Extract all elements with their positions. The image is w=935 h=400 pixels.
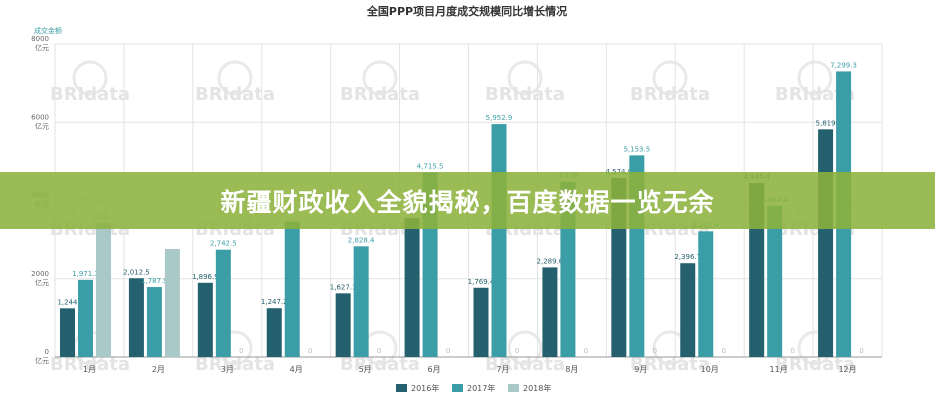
bar-2016年 xyxy=(542,267,558,357)
bar-2017年 xyxy=(767,205,783,357)
legend-label: 2018年 xyxy=(523,383,551,393)
y-tick-label: 2000 xyxy=(31,270,49,278)
x-tick-label: 1月 xyxy=(83,365,96,374)
data-label: 1,896.9 xyxy=(192,273,219,281)
x-tick-label: 5月 xyxy=(359,365,372,374)
bar-2016年 xyxy=(818,129,834,357)
bar-2018年 xyxy=(164,249,180,357)
legend-label: 2016年 xyxy=(411,383,439,393)
bar-2016年 xyxy=(60,308,75,357)
data-label: 5,819 xyxy=(816,119,836,127)
y-tick-unit: 亿元 xyxy=(35,278,49,287)
x-tick-label: 4月 xyxy=(290,365,303,374)
data-label: 0 xyxy=(515,347,519,355)
x-tick-label: 10月 xyxy=(701,365,719,374)
headline-banner: 新疆财政收入全貌揭秘，百度数据一览无余 xyxy=(0,172,935,229)
bar-2017年 xyxy=(698,231,714,357)
watermark-text: BRIdata xyxy=(775,354,855,375)
bar-2016年 xyxy=(335,293,351,357)
watermark-text: BRIdata xyxy=(630,354,710,375)
watermark-text: BRIdata xyxy=(485,84,565,105)
x-tick-label: 8月 xyxy=(565,365,578,374)
data-label: 0 xyxy=(377,347,381,355)
data-label: 5,952.9 xyxy=(486,114,513,122)
data-label: 1,769.4 xyxy=(468,278,495,286)
x-tick-label: 2月 xyxy=(152,365,165,374)
chart-title: 全国PPP项目月度成交规模同比增长情况 xyxy=(366,4,567,18)
watermark-logo xyxy=(72,60,108,96)
x-tick-label: 6月 xyxy=(427,365,440,374)
watermark-text: BRIdata xyxy=(195,84,275,105)
y-tick-label: 8000 xyxy=(31,35,49,43)
data-label: 0 xyxy=(308,347,312,355)
data-label: 0 xyxy=(584,347,588,355)
data-label: 4,715.5 xyxy=(417,163,444,171)
data-label: 1,247.2 xyxy=(261,298,288,306)
bar-2017年 xyxy=(146,287,162,357)
data-label: 1,244 xyxy=(57,298,78,306)
data-label: 2,012.5 xyxy=(123,268,150,276)
data-label: 2,742.5 xyxy=(210,240,237,248)
bar-2016年 xyxy=(266,308,282,357)
bar-2017年 xyxy=(284,221,300,357)
data-label: 0 xyxy=(859,347,863,355)
watermark-text: BRIdata xyxy=(50,354,130,375)
watermark-text: BRIdata xyxy=(50,84,130,105)
watermark-logo xyxy=(797,60,833,96)
watermark-text: BRIdata xyxy=(340,84,420,105)
watermark-logo xyxy=(507,60,543,96)
data-label: 7,299.3 xyxy=(830,61,857,69)
legend-swatch xyxy=(396,384,407,392)
x-tick-label: 7月 xyxy=(496,365,509,374)
data-label: 2,396.7 xyxy=(674,253,701,261)
watermark-logo xyxy=(217,60,253,96)
data-label: 1,971.3 xyxy=(72,270,99,278)
data-label: 0 xyxy=(653,347,657,355)
watermark-text: BRIdata xyxy=(195,354,275,375)
data-label: 0 xyxy=(790,347,794,355)
headline-text: 新疆财政收入全貌揭秘，百度数据一览无余 xyxy=(220,187,715,217)
data-label: 1,787.9 xyxy=(141,277,168,285)
data-label: 0 xyxy=(446,347,450,355)
y-tick-label: 6000 xyxy=(31,113,49,121)
data-label: 5,153.5 xyxy=(623,145,650,153)
bar-2017年 xyxy=(353,246,369,357)
legend-swatch xyxy=(508,384,519,392)
bar-2016年 xyxy=(473,287,489,357)
y-tick-unit: 亿元 xyxy=(35,43,49,52)
watermark-text: BRIdata xyxy=(775,84,855,105)
data-label: 2,289.6 xyxy=(537,257,564,265)
bar-2017年 xyxy=(78,279,93,357)
y-axis-label: 成交金额 xyxy=(34,26,62,35)
x-tick-label: 11月 xyxy=(770,365,788,374)
watermark-logo xyxy=(652,60,688,96)
watermark-text: BRIdata xyxy=(485,354,565,375)
bar-2016年 xyxy=(128,278,144,357)
watermark-text: BRIdata xyxy=(340,354,420,375)
data-label: 1,627.1 xyxy=(330,283,357,291)
bar-2017年 xyxy=(491,124,507,357)
watermark-logo xyxy=(507,330,543,366)
legend-label: 2017年 xyxy=(467,383,495,393)
watermark-text: BRIdata xyxy=(630,84,710,105)
data-label: 0 xyxy=(722,347,726,355)
bar-2016年 xyxy=(404,218,420,357)
bar-2018年 xyxy=(96,223,111,357)
watermark-logo xyxy=(362,60,398,96)
y-tick-label: 0 xyxy=(45,348,49,356)
legend-swatch xyxy=(452,384,463,392)
data-label: 0 xyxy=(239,347,243,355)
bar-2017年 xyxy=(215,249,231,357)
bar-2016年 xyxy=(680,263,696,357)
data-label: 2,828.4 xyxy=(348,236,375,244)
x-tick-label: 3月 xyxy=(221,365,234,374)
y-tick-unit: 亿元 xyxy=(35,121,49,130)
bar-2016年 xyxy=(197,282,213,357)
y-tick-unit: 亿元 xyxy=(35,356,49,365)
x-tick-label: 12月 xyxy=(838,365,856,374)
x-tick-label: 9月 xyxy=(634,365,647,374)
